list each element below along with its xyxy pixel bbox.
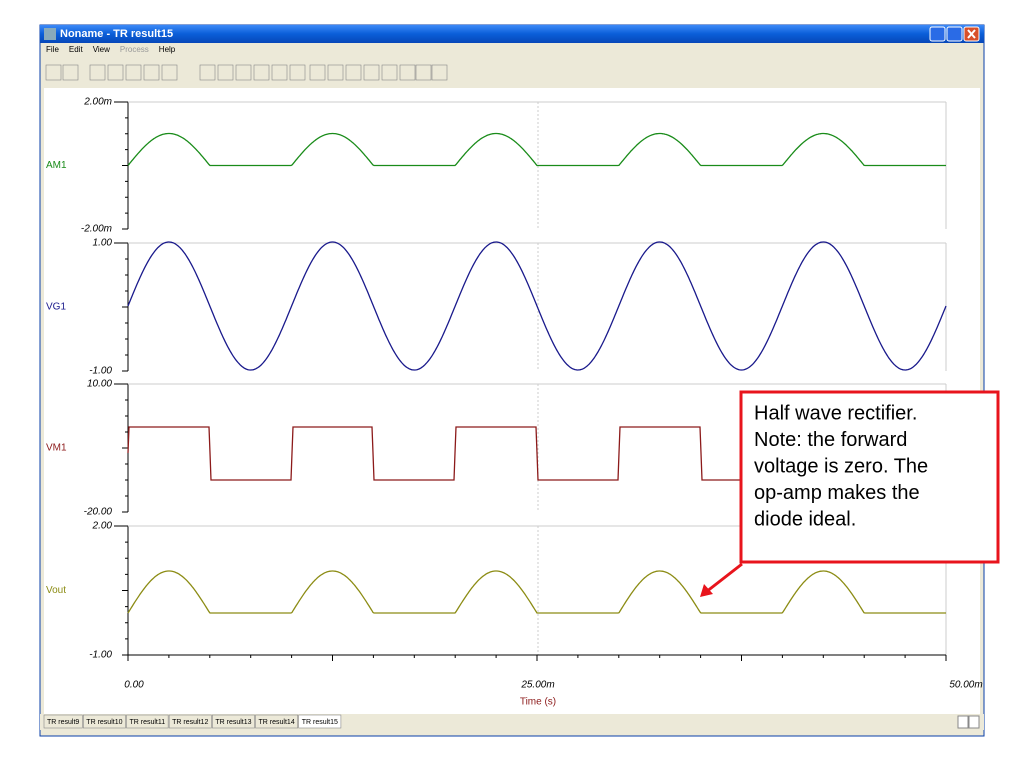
x-tick-label: 0.00 (124, 680, 144, 691)
tool-button[interactable] (381, 64, 398, 81)
title-bar (40, 25, 984, 43)
trace-label: VM1 (46, 443, 67, 454)
tab[interactable] (212, 714, 255, 729)
tool-button[interactable] (62, 64, 79, 81)
y-max-label: 2.00 (92, 521, 113, 532)
annotation-line: Note: the forward (754, 429, 907, 451)
tab-label: TR result12 (172, 719, 208, 726)
tool-button[interactable] (107, 64, 124, 81)
annotation-line: voltage is zero. The (754, 455, 928, 477)
y-max-label: 1.00 (93, 238, 113, 249)
tab-label: TR result9 (47, 719, 79, 726)
tab[interactable] (298, 714, 342, 729)
y-min-label: -20.00 (84, 507, 113, 518)
tab[interactable] (126, 714, 169, 729)
toolbar (45, 64, 448, 81)
scroll-left[interactable] (957, 715, 969, 729)
annotation: Half wave rectifier. Note: the forward vol… (700, 390, 1000, 597)
scroll-right[interactable] (968, 715, 980, 729)
app-icon (44, 28, 56, 40)
y-min-label: -2.00m (81, 224, 112, 235)
tab[interactable] (255, 714, 299, 729)
tool-button[interactable] (415, 64, 432, 81)
tool-button[interactable] (309, 64, 326, 81)
tab-label: TR result11 (129, 719, 165, 726)
annotation-arrow (705, 562, 743, 594)
annotation-line: op-amp makes the (754, 482, 920, 504)
window-title: Noname - TR result15 (60, 28, 173, 40)
menu-item[interactable]: Help (159, 45, 176, 54)
tool-button[interactable] (253, 64, 270, 81)
close-icon (967, 29, 976, 39)
y-min-label: -1.00 (89, 366, 112, 377)
trace-label: AM1 (46, 160, 67, 171)
tab[interactable] (82, 714, 126, 729)
x-axis-label: Time (s) (520, 697, 556, 708)
x-tick-label: 50.00m (949, 680, 982, 691)
tab[interactable] (168, 714, 212, 729)
y-min-label: -1.00 (89, 650, 112, 661)
menu-item[interactable]: Process (120, 45, 149, 54)
tool-button[interactable] (89, 64, 106, 81)
tab[interactable] (43, 714, 83, 729)
trace (127, 132, 946, 167)
tool-button[interactable] (235, 64, 252, 81)
plots: 2.00m -2.00m AM1 1.00 -1.00 VG1 10.00 -20.00 VM1… (46, 97, 983, 708)
trace-label: VG1 (46, 302, 66, 313)
arrow-head (700, 584, 713, 597)
annotation-line: diode ideal. (754, 508, 856, 530)
tool-button[interactable] (327, 64, 344, 81)
tool-button[interactable] (271, 64, 288, 81)
tab-label: TR result10 (86, 719, 122, 726)
tool-button[interactable] (289, 64, 306, 81)
menu-item[interactable]: View (93, 45, 110, 54)
tool-button[interactable] (363, 64, 380, 81)
tab-label: TR result13 (215, 719, 251, 726)
tool-button[interactable] (161, 64, 178, 81)
annotation-line: Half wave rectifier. (754, 402, 917, 424)
x-tick-label: 25.00m (520, 680, 554, 691)
minimize-button[interactable] (929, 26, 946, 42)
y-max-label: 10.00 (87, 379, 112, 390)
menu-bar: File Edit View Process Help (46, 45, 176, 54)
tab-label: TR result15 (302, 719, 338, 726)
tool-button[interactable] (399, 64, 416, 81)
tabs: TR result9 TR result10 TR result11 TR resul… (43, 714, 342, 729)
tool-button[interactable] (143, 64, 160, 81)
tool-button[interactable] (45, 64, 62, 81)
tab-label: TR result14 (259, 719, 295, 726)
menu-item[interactable]: Edit (69, 45, 84, 54)
tool-button[interactable] (345, 64, 362, 81)
maximize-button[interactable] (946, 26, 963, 42)
trace (127, 241, 947, 371)
tool-button[interactable] (199, 64, 216, 81)
menu-item[interactable]: File (46, 45, 59, 54)
tool-button[interactable] (431, 64, 448, 81)
tool-button[interactable] (125, 64, 142, 81)
trace (127, 570, 946, 614)
tool-button[interactable] (217, 64, 234, 81)
annotation-box (739, 390, 1000, 564)
y-max-label: 2.00m (83, 97, 112, 108)
trace-label: Vout (46, 585, 66, 596)
